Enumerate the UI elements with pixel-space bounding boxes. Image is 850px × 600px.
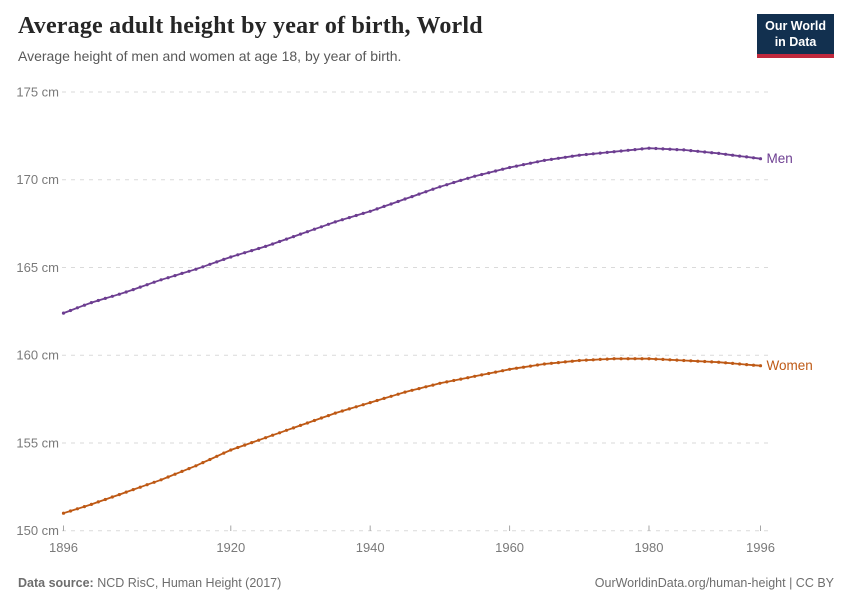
series-line-women (63, 357, 761, 515)
y-gridlines: 150 cm 155 cm 160 cm 165 cm 170 cm 175 cm (16, 85, 770, 538)
chart-footer: Data source: NCD RisC, Human Height (201… (18, 576, 834, 590)
y-tick-label: 155 cm (16, 435, 59, 450)
owid-logo-line2: in Data (774, 34, 817, 49)
owid-logo-line1: Our World (765, 19, 826, 33)
chart-header: Average adult height by year of birth, W… (18, 12, 834, 64)
series-label-men: Men (767, 151, 793, 166)
series-women: Women (61, 357, 813, 515)
x-axis: 1896 1920 1940 1960 1980 1996 (49, 525, 775, 555)
x-tick-label: 1940 (356, 540, 385, 555)
chart-titles: Average adult height by year of birth, W… (18, 12, 483, 64)
x-tick-label: 1960 (495, 540, 524, 555)
y-tick-label: 175 cm (16, 85, 59, 100)
series-label-women: Women (767, 358, 813, 373)
data-source-value: NCD RisC, Human Height (2017) (93, 576, 282, 590)
owid-logo: Our World in Data (757, 14, 834, 59)
y-tick-label: 165 cm (16, 260, 59, 275)
series-men: Men (61, 146, 793, 315)
x-tick-label: 1920 (216, 540, 245, 555)
footer-license: OurWorldinData.org/human-height | CC BY (594, 576, 834, 590)
x-tick-label: 1896 (49, 540, 78, 555)
page-subtitle: Average height of men and women at age 1… (18, 47, 402, 64)
data-source-note: Data source: NCD RisC, Human Height (201… (18, 576, 281, 590)
x-tick-label: 1980 (635, 540, 664, 555)
y-tick-label: 150 cm (16, 523, 59, 538)
x-tick-label: 1996 (746, 540, 775, 555)
y-tick-label: 160 cm (16, 348, 59, 363)
data-source-label: Data source: (18, 576, 94, 590)
y-tick-label: 170 cm (16, 172, 59, 187)
page-title: Average adult height by year of birth, W… (18, 13, 483, 39)
series-line-men (63, 147, 761, 314)
